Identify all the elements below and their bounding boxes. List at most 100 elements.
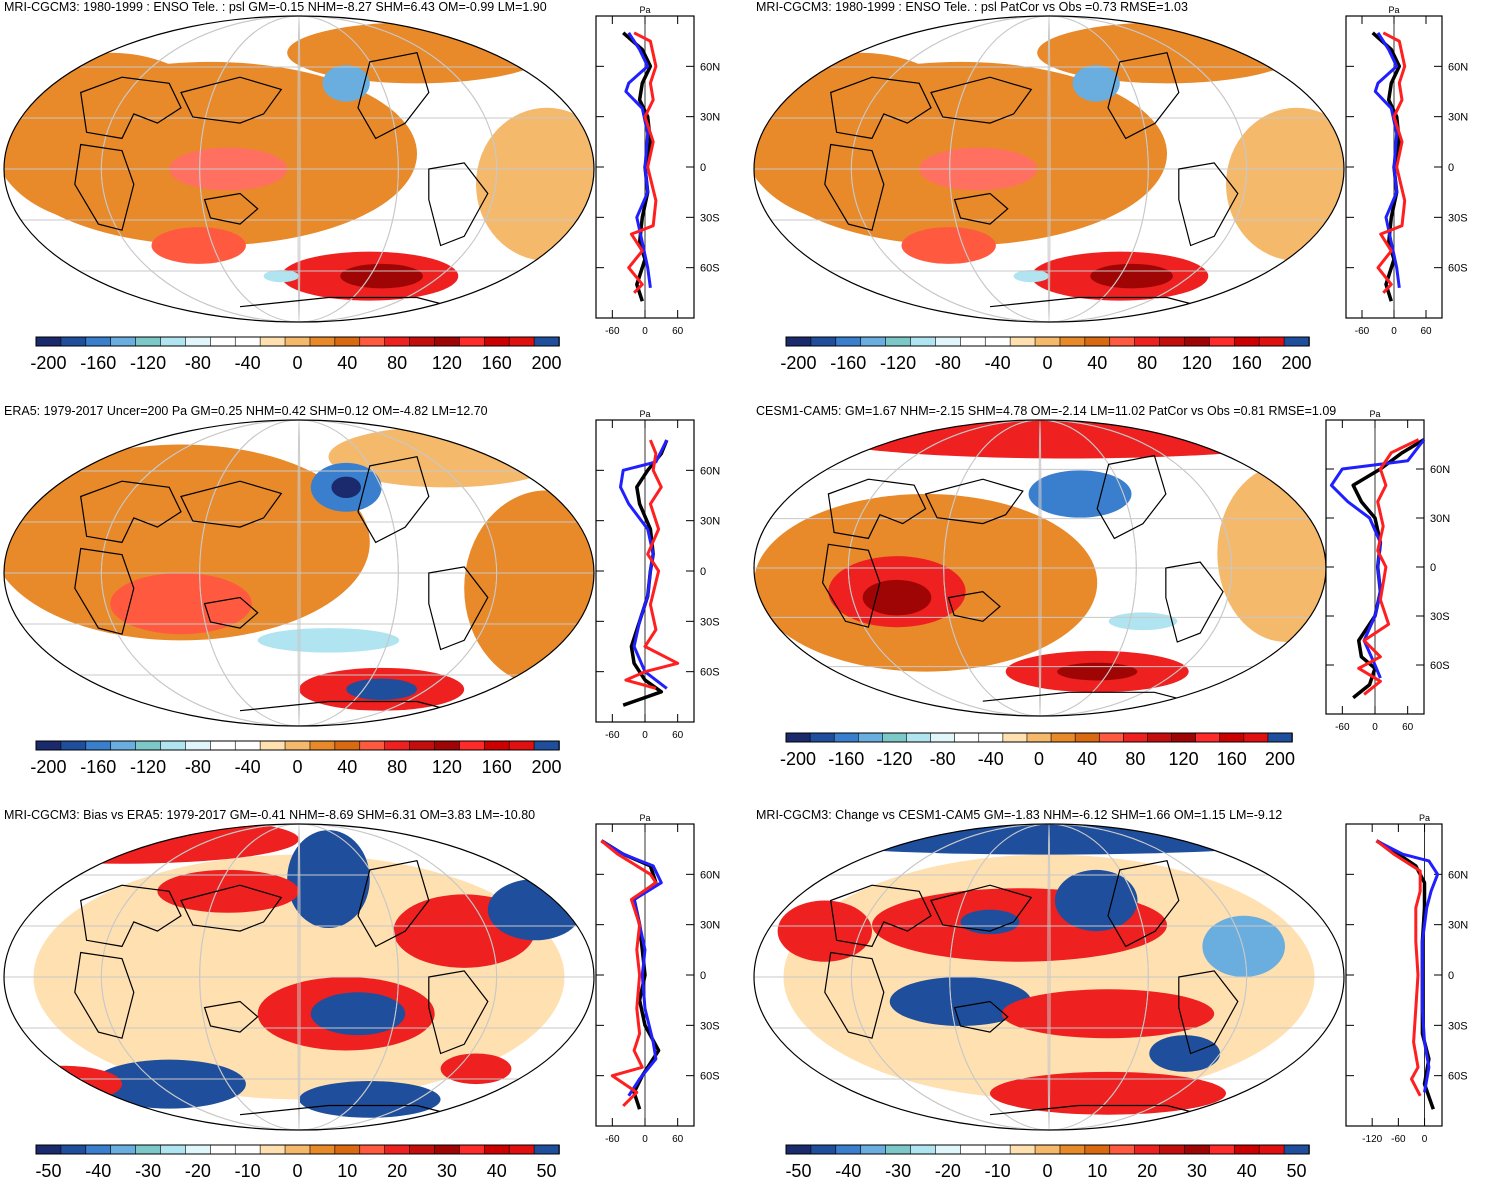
y-tick-label: 30N [1448, 920, 1468, 932]
colorbar-label: -120 [876, 749, 912, 769]
colorbar-4: -50 -40 -30 -20 -10 0 10 20 30 40 50 [35, 1144, 560, 1178]
map-4 [4, 824, 594, 1130]
series-blue [600, 839, 663, 1097]
colorbar-label: -20 [935, 1161, 961, 1178]
colorbar-swatch [533, 1144, 560, 1155]
map-border [753, 823, 1345, 1131]
map-anomaly-region [257, 628, 400, 653]
map-anomaly-region [901, 227, 996, 264]
colorbar-label: -200 [780, 353, 816, 373]
colorbar-swatch [359, 740, 386, 751]
map-anomaly-region [157, 869, 299, 913]
coastline [358, 457, 429, 543]
map-anomaly-region [322, 64, 370, 102]
colorbar-swatch [434, 336, 461, 347]
panel-0: Pa -60 0 60 60N 30N 0 30S 60S -200 -160 -120 -80 -40 0… [3, 5, 720, 373]
coastline [1179, 163, 1238, 246]
unit-label: Pa [1419, 813, 1430, 823]
colorbar-swatch [930, 732, 956, 743]
unit-label: Pa [639, 409, 650, 419]
colorbar-label: 20 [387, 1161, 407, 1178]
colorbar-label: -20 [185, 1161, 211, 1178]
y-tick-label: 0 [1448, 162, 1454, 174]
colorbar-swatch [334, 336, 361, 347]
map-anomaly-region [346, 678, 417, 700]
colorbar-label: -40 [985, 353, 1011, 373]
colorbar-swatch [384, 1144, 411, 1155]
colorbar-label: 0 [292, 757, 302, 777]
colorbar-swatch [60, 336, 87, 347]
graticule-lon [100, 824, 498, 1130]
map-3 [754, 420, 1326, 716]
colorbar-swatch [60, 740, 87, 751]
colorbar-label: 160 [1217, 749, 1247, 769]
colorbar-label: 200 [1265, 749, 1295, 769]
graticule-lon [297, 16, 301, 322]
colorbar-label: -10 [985, 1161, 1011, 1178]
colorbar-3: -200 -160 -120 -80 -40 0 40 80 120 160 200 [780, 732, 1295, 769]
y-tick-label: 30S [700, 1020, 720, 1032]
y-tick-label: 30S [1448, 1020, 1468, 1032]
map-2 [4, 420, 594, 726]
colorbar-label: -40 [835, 1161, 861, 1178]
colorbar-swatch [483, 740, 510, 751]
coastline [825, 145, 884, 231]
colorbar-swatch [810, 336, 837, 347]
y-tick-label: 0 [700, 566, 706, 578]
colorbar-label: 20 [1137, 1161, 1157, 1178]
colorbar-swatch [785, 1144, 812, 1155]
colorbar-swatch [954, 732, 980, 743]
colorbar-label: 120 [432, 353, 462, 373]
colorbar-swatch [483, 1144, 510, 1155]
colorbar-swatch [882, 732, 908, 743]
colorbar-swatch [459, 740, 486, 751]
graticule-lon [199, 420, 399, 726]
colorbar-swatch [1034, 336, 1061, 347]
coastline [823, 544, 880, 627]
graticule-lon [297, 420, 301, 726]
colorbar-swatch [160, 336, 187, 347]
map-anomaly-region [487, 879, 583, 941]
colorbar-swatch [1009, 336, 1036, 347]
unit-label: Pa [1369, 409, 1380, 419]
colorbar-label: -80 [185, 757, 211, 777]
colorbar-swatch [1026, 732, 1052, 743]
colorbar-label: -80 [935, 353, 961, 373]
colorbar-swatch [1258, 1144, 1285, 1155]
map-anomaly-region [1057, 662, 1138, 681]
colorbar-swatch [508, 336, 535, 347]
panel-title-5: MRI-CGCM3: Change vs CESM1-CAM5 GM=-1.83… [756, 808, 1283, 822]
map-anomaly-region [440, 1053, 512, 1085]
colorbar-frame [785, 336, 1310, 347]
y-tick-label: 60N [1448, 869, 1468, 881]
x-tick-label: 0 [1422, 1134, 1428, 1145]
colorbar-label: 40 [337, 757, 357, 777]
y-tick-label: 0 [700, 162, 706, 174]
colorbar-label: 40 [337, 353, 357, 373]
coastline [1179, 971, 1238, 1054]
map-anomaly-region [765, 824, 1333, 855]
map-anomaly-region [1072, 64, 1120, 102]
colorbar-label: 10 [337, 1161, 357, 1178]
colorbar-swatch [110, 336, 137, 347]
colorbar-swatch [384, 336, 411, 347]
map-anomaly-region [4, 444, 370, 641]
colorbar-swatch [85, 740, 112, 751]
map-anomaly-region [92, 1059, 246, 1109]
colorbar-swatch [259, 336, 286, 347]
coastline [948, 592, 999, 622]
colorbar-frame [35, 336, 560, 347]
colorbar-label: 30 [1187, 1161, 1207, 1178]
colorbar-swatch [135, 1144, 162, 1155]
colorbar-swatch [978, 732, 1004, 743]
y-tick-label: 60S [1448, 263, 1468, 275]
coastline [1166, 562, 1223, 642]
panel-1: Pa -60 0 60 60N 30N 0 30S 60S -200 -160 -120 -80 -40 0… [753, 5, 1468, 373]
colorbar-swatch [210, 1144, 237, 1155]
colorbar-swatch [1074, 732, 1101, 743]
panel-title-1: MRI-CGCM3: 1980-1999 : ENSO Tele. : psl … [756, 0, 1188, 14]
colorbar-frame [35, 740, 560, 751]
panel-3: Pa -60 0 60 60N 30N 0 30S 60S -200 -160 -120 -80 -40 0… [753, 409, 1450, 769]
colorbar-label: 10 [1087, 1161, 1107, 1178]
map-anomaly-region [754, 52, 979, 225]
